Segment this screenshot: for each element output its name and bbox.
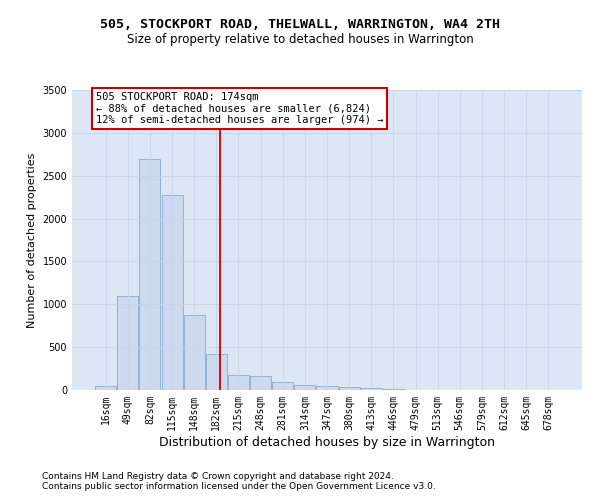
Bar [161,194,182,390]
Text: Contains HM Land Registry data © Crown copyright and database right 2024.: Contains HM Land Registry data © Crown c… [42,472,394,481]
Bar [118,296,139,390]
Bar [316,386,338,390]
Bar [361,388,382,390]
Bar [295,385,316,390]
Y-axis label: Number of detached properties: Number of detached properties [27,152,37,328]
Bar [184,314,205,390]
Bar [95,386,116,390]
Bar [383,389,404,390]
Bar [272,382,293,390]
Text: 505 STOCKPORT ROAD: 174sqm
← 88% of detached houses are smaller (6,824)
12% of s: 505 STOCKPORT ROAD: 174sqm ← 88% of deta… [96,92,383,125]
Text: Contains public sector information licensed under the Open Government Licence v3: Contains public sector information licen… [42,482,436,491]
X-axis label: Distribution of detached houses by size in Warrington: Distribution of detached houses by size … [159,436,495,448]
Bar [338,388,359,390]
Text: Size of property relative to detached houses in Warrington: Size of property relative to detached ho… [127,32,473,46]
Bar [139,158,160,390]
Bar [206,354,227,390]
Text: 505, STOCKPORT ROAD, THELWALL, WARRINGTON, WA4 2TH: 505, STOCKPORT ROAD, THELWALL, WARRINGTO… [100,18,500,30]
Bar [250,376,271,390]
Bar [228,376,249,390]
